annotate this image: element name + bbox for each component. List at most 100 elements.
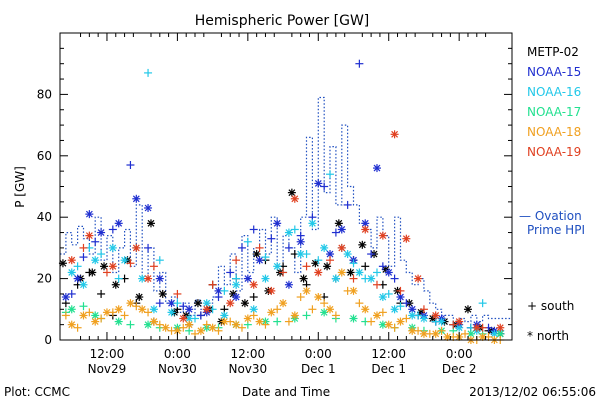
north-point-d2: [62, 293, 70, 301]
north-point-d2: [241, 299, 249, 307]
north-point: [220, 311, 229, 320]
south-point: [202, 320, 211, 329]
north-point-d2: [220, 318, 228, 326]
x-tick-label-date: Dec 1: [371, 362, 406, 376]
north-point-d2: [220, 312, 228, 319]
north-point: [308, 219, 317, 228]
south-point: [220, 286, 229, 295]
north-point-d2: [147, 219, 155, 227]
north-point-d2: [109, 262, 117, 270]
north-point: [179, 314, 188, 323]
south-point: [261, 253, 270, 262]
south-point: [296, 293, 305, 302]
plot-source: Plot: CCMC: [4, 385, 70, 399]
north-point-d2: [397, 318, 404, 326]
north-point: [284, 280, 293, 289]
north-point: [79, 280, 88, 289]
north-point-d2: [115, 219, 123, 227]
south-point: [355, 59, 364, 68]
north-point-d2: [226, 299, 234, 307]
north-point-d2: [138, 275, 146, 283]
north-point: [378, 293, 387, 302]
north-point-d2: [326, 250, 334, 258]
x-tick-label-time: 0:00: [164, 347, 191, 361]
north-point-d2: [162, 324, 170, 332]
north-point-d2: [373, 312, 381, 319]
north-point: [296, 250, 305, 259]
ovation-hpi-line: [60, 96, 512, 323]
north-point-d2: [323, 262, 331, 270]
north-point: [314, 268, 323, 277]
north-point-d2: [288, 189, 296, 197]
south-point: [232, 256, 241, 265]
south-point: [249, 293, 258, 302]
north-point: [61, 293, 70, 302]
plot-frame: [59, 32, 513, 341]
north-point-d2: [100, 262, 108, 270]
south-point: [179, 323, 188, 332]
north-point: [437, 317, 446, 326]
north-point-d2: [109, 244, 117, 252]
north-point-d2: [479, 333, 487, 341]
north-point: [414, 274, 423, 283]
north-point-d2: [232, 293, 240, 301]
north-point: [67, 305, 76, 314]
south-point: [73, 323, 82, 332]
north-point-d2: [135, 293, 143, 301]
north-point: [144, 274, 153, 283]
north-point-d2: [215, 287, 222, 295]
south-point: [237, 243, 246, 252]
south-point: [273, 305, 282, 314]
south-point: [126, 320, 135, 329]
north-point: [102, 308, 111, 317]
north-point: [372, 164, 381, 173]
north-point: [284, 228, 293, 237]
north-point-d2: [144, 275, 152, 283]
south-point: [173, 299, 182, 308]
north-point-d2: [367, 275, 375, 283]
north-point: [355, 268, 364, 277]
north-point: [249, 280, 258, 289]
north-point: [273, 219, 282, 228]
north-point-d2: [144, 204, 152, 212]
legend-entry: METP-02: [527, 45, 579, 59]
south-point: [419, 305, 428, 314]
x-tick-label-time: 12:00: [231, 347, 266, 361]
north-point: [279, 299, 288, 308]
south-point: [179, 302, 188, 311]
north-point-d2: [262, 275, 269, 283]
south-point: [114, 274, 123, 283]
north-point: [243, 274, 252, 283]
north-point-d2: [267, 287, 275, 295]
north-point: [144, 320, 153, 329]
north-point: [296, 237, 305, 246]
north-point-d2: [464, 305, 472, 313]
north-point-d2: [127, 299, 134, 307]
north-point: [358, 240, 367, 249]
south-point: [478, 299, 487, 308]
north-point-d2: [168, 308, 175, 316]
north-point: [267, 308, 276, 317]
north-point: [372, 311, 381, 320]
north-point: [323, 262, 332, 271]
south-point: [73, 262, 82, 271]
north-point-d2: [402, 235, 410, 243]
north-point-d2: [311, 259, 319, 267]
north-point: [243, 314, 252, 323]
north-point: [290, 311, 299, 320]
x-tick-label-date: Nov30: [158, 362, 197, 376]
south-point: [378, 262, 387, 271]
north-point: [378, 231, 387, 240]
legend-entry: NOAA-15: [527, 65, 581, 79]
north-point-d2: [256, 318, 264, 326]
north-point-d2: [203, 305, 211, 313]
north-point-d2: [385, 269, 393, 276]
north-point-d2: [408, 312, 416, 319]
north-point: [320, 243, 329, 252]
legend-ovation-line1: — Ovation: [519, 209, 582, 223]
north-point: [472, 323, 481, 332]
south-point: [144, 68, 153, 77]
south-point: [255, 243, 264, 252]
south-point: [144, 308, 153, 317]
y-tick-label: 60: [37, 149, 52, 163]
